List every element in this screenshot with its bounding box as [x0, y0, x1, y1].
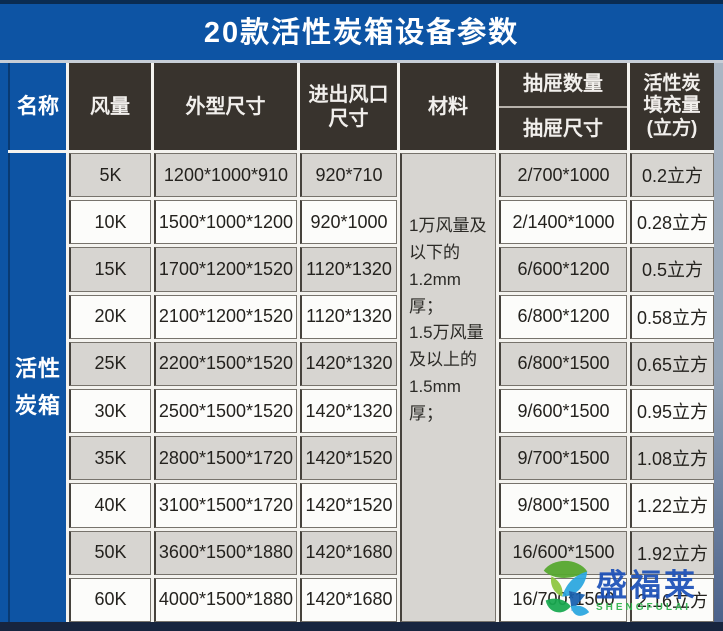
- dimensions-cell: 1500*1000*1200: [154, 200, 297, 245]
- drawer-qty-size-cell: 16/700*1500: [499, 577, 627, 622]
- carbon-fill-cell: 0.65立方: [630, 341, 714, 386]
- dimensions-cell: 2500*1500*1520: [154, 389, 297, 434]
- airflow-cell: 5K: [69, 153, 151, 198]
- drawer-qty-size-cell: 9/700*1500: [499, 436, 627, 481]
- right-border: [714, 63, 723, 631]
- inlet-outlet-size-cell: 1120*1320: [300, 294, 397, 339]
- bottom-border: [0, 622, 723, 631]
- watermark-brand-latin: SHENGFULAI: [596, 602, 691, 613]
- drawer-qty-size-cell: 9/600*1500: [499, 389, 627, 434]
- dimensions-cell: 2800*1500*1720: [154, 436, 297, 481]
- dimensions-cell: 3100*1500*1720: [154, 483, 297, 528]
- watermark-text: 盛福莱 SHENGFULAI: [596, 555, 698, 613]
- watermark-brand-name: 盛福莱: [596, 568, 698, 603]
- airflow-cell: 20K: [69, 294, 151, 339]
- material-merged-cell: 1万风量及 以下的 1.2mm厚； 1.5万风量 及以上的 1.5mm厚；: [400, 153, 496, 622]
- drawer-qty-size-cell: 6/800*1500: [499, 341, 627, 386]
- col-header-drawer: 抽屉数量 抽屉尺寸: [499, 63, 627, 150]
- drawer-qty-size-cell: 6/800*1200: [499, 294, 627, 339]
- inlet-outlet-size-cell: 1420*1520: [300, 436, 397, 481]
- airflow-cell: 25K: [69, 341, 151, 386]
- carbon-fill-cell: 0.2立方: [630, 153, 714, 198]
- carbon-fill-cell: 0.95立方: [630, 389, 714, 434]
- shengfulai-logo-icon: [543, 560, 590, 616]
- page-title: 20款活性炭箱设备参数: [203, 17, 520, 49]
- inlet-outlet-size-cell: 1420*1320: [300, 341, 397, 386]
- watermark-logo: 盛福莱 SHENGFULAI: [536, 555, 698, 619]
- product-name-cell: 活性 炭箱: [8, 153, 66, 622]
- col-header-material: 材料: [400, 63, 496, 150]
- dimensions-cell: 1200*1000*910: [154, 153, 297, 198]
- dimensions-cell: 2200*1500*1520: [154, 341, 297, 386]
- carbon-fill-cell: 1.22立方: [630, 483, 714, 528]
- carbon-fill-cell: 1.08立方: [630, 436, 714, 481]
- drawer-qty-size-cell: 2/700*1000: [499, 153, 627, 198]
- dimensions-cell: 2100*1200*1520: [154, 294, 297, 339]
- inlet-outlet-size-cell: 920*710: [300, 153, 397, 198]
- col-header-dimensions: 外型尺寸: [154, 63, 297, 150]
- drawer-qty-size-cell: 6/600*1200: [499, 247, 627, 292]
- inlet-outlet-size-cell: 1120*1320: [300, 247, 397, 292]
- airflow-cell: 60K: [69, 577, 151, 622]
- carbon-fill-cell: 0.28立方: [630, 200, 714, 245]
- col-header-inlet-outlet: 进出风口 尺寸: [300, 63, 397, 150]
- inlet-outlet-size-cell: 920*1000: [300, 200, 397, 245]
- col-header-airflow: 风量: [69, 63, 151, 150]
- airflow-cell: 30K: [69, 389, 151, 434]
- airflow-cell: 10K: [69, 200, 151, 245]
- airflow-cell: 35K: [69, 436, 151, 481]
- inlet-outlet-size-cell: 1420*1680: [300, 530, 397, 575]
- airflow-cell: 50K: [69, 530, 151, 575]
- col-header-drawer-quantity: 抽屉数量: [499, 63, 627, 108]
- carbon-fill-cell: 0.58立方: [630, 294, 714, 339]
- dimensions-cell: 4000*1500*1880: [154, 577, 297, 622]
- drawer-qty-size-cell: 2/1400*1000: [499, 200, 627, 245]
- title-bar: 20款活性炭箱设备参数: [0, 0, 723, 63]
- airflow-cell: 15K: [69, 247, 151, 292]
- carbon-fill-cell: 2.16立方: [630, 577, 714, 622]
- inlet-outlet-size-cell: 1420*1680: [300, 577, 397, 622]
- inlet-outlet-size-cell: 1420*1520: [300, 483, 397, 528]
- inlet-outlet-size-cell: 1420*1320: [300, 389, 397, 434]
- col-header-drawer-size: 抽屉尺寸: [523, 117, 603, 140]
- col-header-name: 名称: [8, 63, 66, 150]
- carbon-fill-cell: 0.5立方: [630, 247, 714, 292]
- dimensions-cell: 3600*1500*1880: [154, 530, 297, 575]
- drawer-qty-size-cell: 9/800*1500: [499, 483, 627, 528]
- col-header-carbon-fill: 活性炭 填充量 (立方): [630, 63, 714, 150]
- dimensions-cell: 1700*1200*1520: [154, 247, 297, 292]
- spec-table: 名称 风量 外型尺寸 进出风口 尺寸 材料 抽屉数量 抽屉尺寸 活性炭 填充量 …: [8, 63, 714, 622]
- airflow-cell: 40K: [69, 483, 151, 528]
- carbon-fill-cell: 1.92立方: [630, 530, 714, 575]
